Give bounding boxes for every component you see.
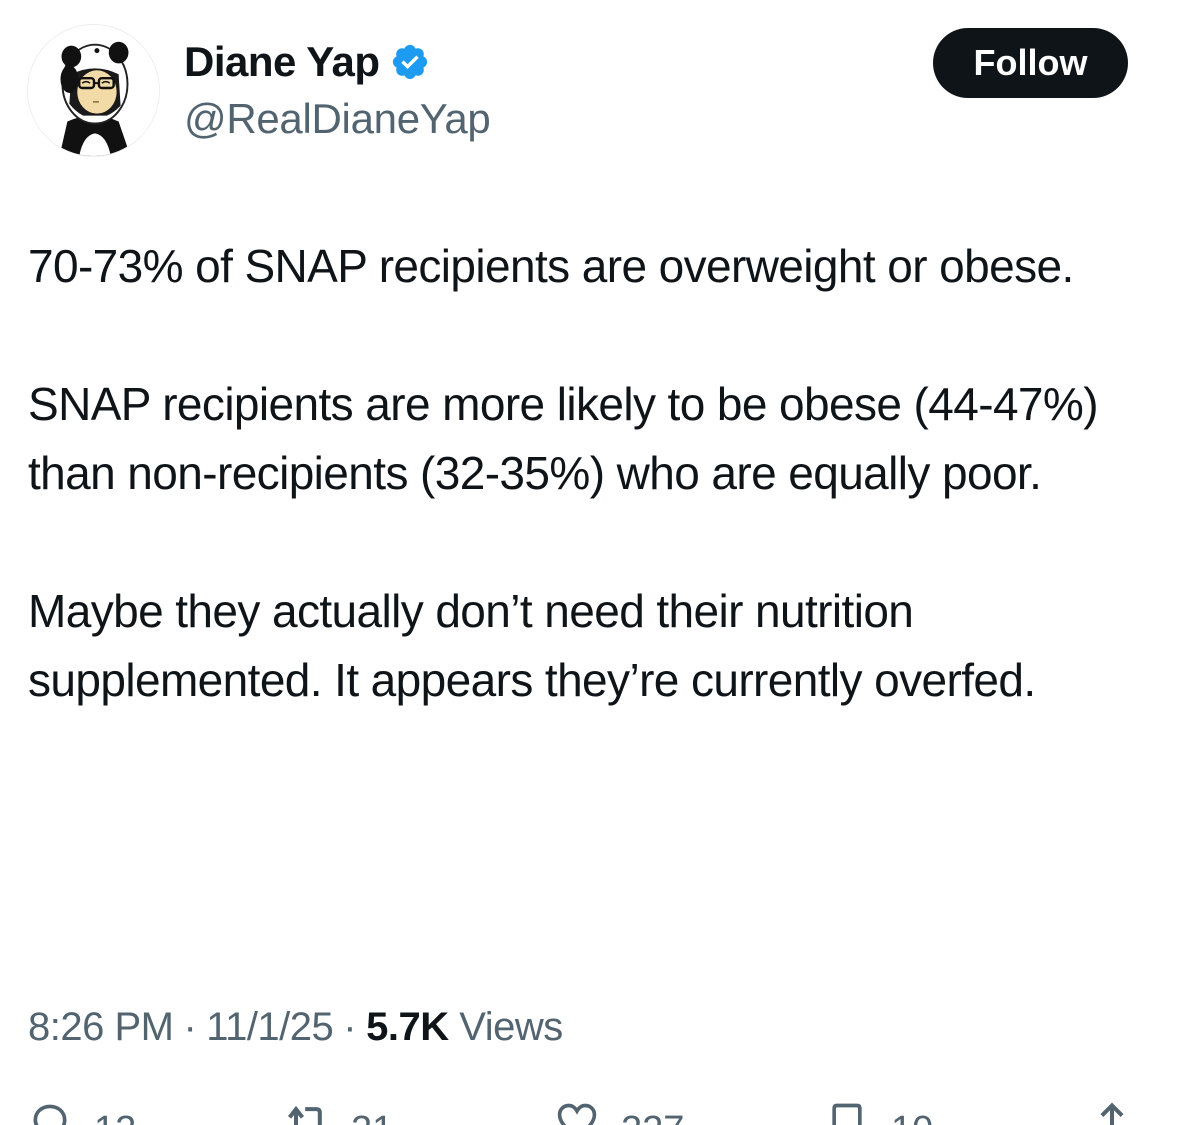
like-button[interactable]: 227 [555,1100,684,1125]
tweet-paragraph: Maybe they actually don’t need their nut… [28,585,1036,706]
tweet-paragraph: SNAP recipients are more likely to be ob… [28,378,1099,499]
panda-avatar-icon [28,25,159,156]
verified-badge-icon [390,42,430,82]
author-name-row: Diane Yap [184,38,430,86]
views-stat[interactable]: 5.7K Views [366,1005,563,1050]
retweet-button[interactable]: 21 [285,1100,393,1125]
bookmark-count: 10 [891,1110,933,1125]
follow-button[interactable]: Follow [933,28,1128,98]
heart-icon [557,1103,597,1125]
tweet-date[interactable]: 11/1/25 [206,1005,334,1049]
retweet-icon [287,1105,322,1125]
bookmark-button[interactable]: 10 [825,1100,933,1125]
tweet-paragraph: 70-73% of SNAP recipients are overweight… [28,240,1074,292]
share-icon [1100,1102,1124,1125]
meta-separator: · [183,1005,197,1049]
meta-separator: · [343,1005,357,1049]
tweet-time[interactable]: 8:26 PM [28,1005,174,1049]
bookmark-icon [832,1103,862,1125]
author-handle[interactable]: @RealDianeYap [184,95,491,142]
like-count: 227 [621,1110,684,1125]
views-label: Views [459,1005,563,1049]
reply-icon [33,1104,67,1125]
retweet-count: 21 [351,1110,393,1125]
reply-count: 12 [94,1110,136,1125]
reply-button[interactable]: 12 [28,1100,136,1125]
tweet-meta: 8:26 PM · 11/1/25 · 5.7K Views [28,1005,563,1050]
tweet-text: 70-73% of SNAP recipients are overweight… [28,232,1158,715]
tweet-action-bar: 12 21 227 10 [0,1100,1179,1125]
tweet-header: Diane Yap @RealDianeYap Follow [0,0,1179,180]
views-count: 5.7K [366,1005,449,1049]
share-button[interactable] [1090,1100,1134,1125]
author-display-name[interactable]: Diane Yap [184,38,380,85]
avatar[interactable] [27,24,160,157]
